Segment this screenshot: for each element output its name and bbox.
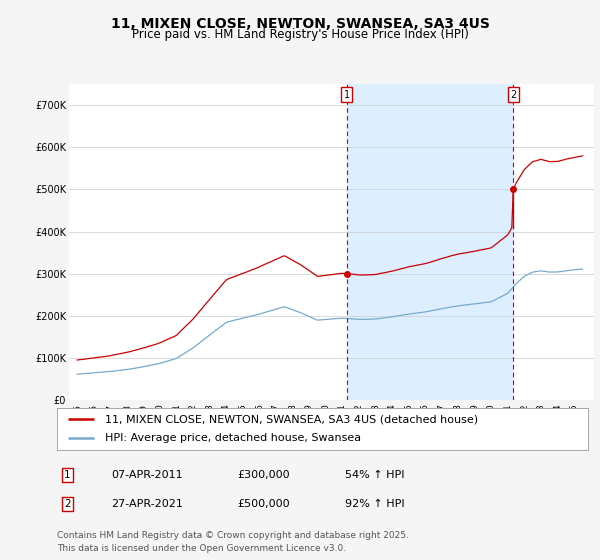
Text: 07-APR-2011: 07-APR-2011 [111,470,182,480]
Text: 27-APR-2021: 27-APR-2021 [111,499,183,509]
Text: 92% ↑ HPI: 92% ↑ HPI [345,499,404,509]
Text: 2: 2 [510,90,517,100]
Text: 1: 1 [344,90,350,100]
Text: HPI: Average price, detached house, Swansea: HPI: Average price, detached house, Swan… [105,433,361,444]
Text: 11, MIXEN CLOSE, NEWTON, SWANSEA, SA3 4US: 11, MIXEN CLOSE, NEWTON, SWANSEA, SA3 4U… [110,17,490,31]
Text: £300,000: £300,000 [237,470,290,480]
Bar [347,84,514,400]
Text: 2: 2 [64,499,71,509]
Text: 1: 1 [64,470,71,480]
Text: Price paid vs. HM Land Registry's House Price Index (HPI): Price paid vs. HM Land Registry's House … [131,28,469,41]
Text: 11, MIXEN CLOSE, NEWTON, SWANSEA, SA3 4US (detached house): 11, MIXEN CLOSE, NEWTON, SWANSEA, SA3 4U… [105,414,478,424]
Text: £500,000: £500,000 [237,499,290,509]
Text: 54% ↑ HPI: 54% ↑ HPI [345,470,404,480]
Text: Contains HM Land Registry data © Crown copyright and database right 2025.
This d: Contains HM Land Registry data © Crown c… [57,531,409,553]
